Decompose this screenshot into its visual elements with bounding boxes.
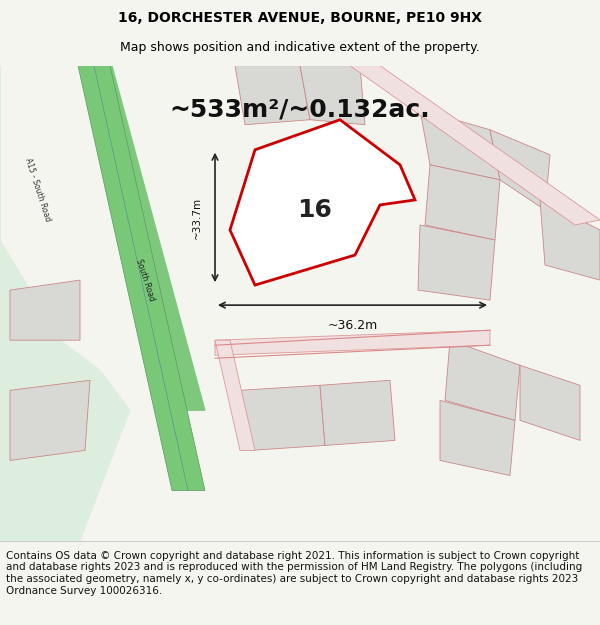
Text: Map shows position and indicative extent of the property.: Map shows position and indicative extent… (120, 41, 480, 54)
Text: A15 - South Road: A15 - South Road (23, 157, 53, 222)
Text: Contains OS data © Crown copyright and database right 2021. This information is : Contains OS data © Crown copyright and d… (6, 551, 582, 596)
Polygon shape (96, 66, 205, 411)
Polygon shape (425, 165, 500, 240)
Polygon shape (230, 120, 415, 285)
Polygon shape (320, 380, 395, 446)
Polygon shape (215, 340, 255, 451)
Text: ~36.2m: ~36.2m (328, 319, 377, 332)
Polygon shape (300, 66, 365, 125)
Polygon shape (418, 225, 495, 300)
Text: South Road: South Road (134, 258, 156, 302)
Polygon shape (445, 340, 520, 421)
Polygon shape (235, 66, 310, 125)
Polygon shape (215, 330, 490, 355)
Polygon shape (350, 66, 600, 225)
Polygon shape (80, 66, 190, 411)
Polygon shape (10, 280, 80, 340)
Text: 16, DORCHESTER AVENUE, BOURNE, PE10 9HX: 16, DORCHESTER AVENUE, BOURNE, PE10 9HX (118, 11, 482, 26)
Polygon shape (78, 66, 205, 491)
Text: 16: 16 (298, 198, 332, 222)
Polygon shape (0, 66, 130, 541)
Text: ~33.7m: ~33.7m (192, 196, 202, 239)
Polygon shape (420, 110, 500, 180)
Polygon shape (540, 200, 600, 280)
Polygon shape (240, 385, 325, 451)
Polygon shape (10, 380, 90, 461)
Polygon shape (520, 365, 580, 441)
Text: ~533m²/~0.132ac.: ~533m²/~0.132ac. (170, 98, 430, 122)
Polygon shape (490, 130, 550, 210)
Polygon shape (440, 401, 515, 476)
